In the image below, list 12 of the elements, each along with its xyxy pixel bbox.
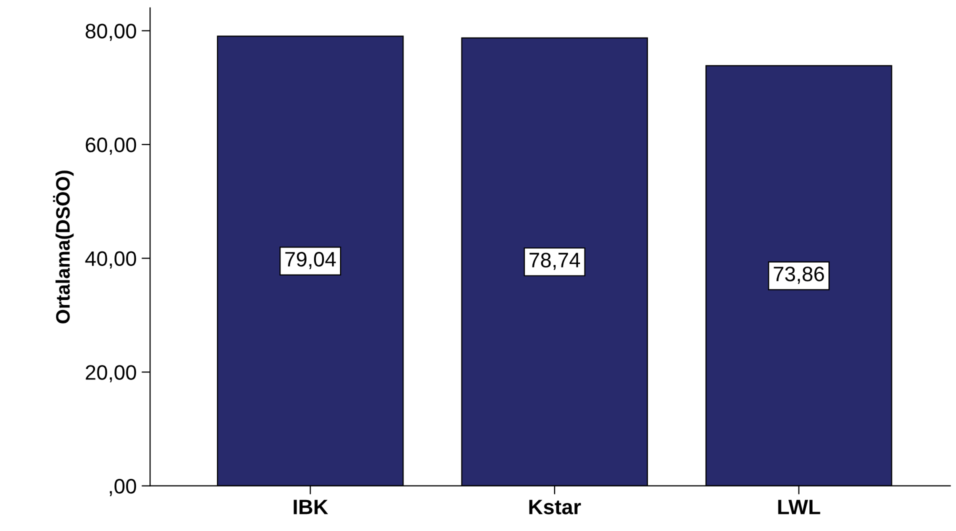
y-tick-label: 40,00 (85, 251, 136, 269)
y-tick-label: 80,00 (86, 24, 136, 41)
x-tick-label: LWL (778, 500, 820, 514)
y-tick-label: ,00 (110, 478, 136, 496)
y-tick-label: 60,00 (86, 138, 136, 155)
y-tick-label: 20,00 (86, 365, 136, 382)
data-label: 78,74 (530, 252, 580, 270)
data-label: 73,86 (774, 266, 824, 284)
x-tick-label: IBK (294, 500, 328, 514)
data-label: 79,04 (285, 252, 336, 270)
x-tick-label: Kstar (529, 500, 581, 514)
y-axis-title: Ortalama(DSÖO) (53, 170, 74, 324)
